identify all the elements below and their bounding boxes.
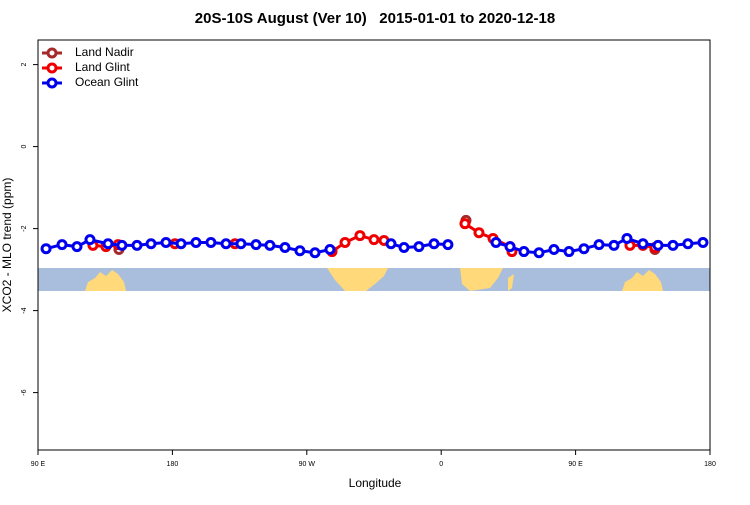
point: [428, 238, 440, 250]
point: [71, 241, 83, 253]
point: [518, 246, 530, 258]
point: [294, 245, 306, 257]
map-strip: [38, 268, 710, 291]
y-tick-label: 0: [21, 145, 28, 149]
point: [264, 239, 276, 251]
x-tick-label: 180: [167, 461, 179, 468]
x-tick-label: 90 E: [31, 461, 46, 468]
legend-label: Ocean Glint: [75, 75, 139, 89]
point: [563, 246, 575, 258]
x-axis-label: Longitude: [349, 476, 402, 490]
point: [368, 234, 380, 246]
point: [84, 234, 96, 246]
land: [85, 270, 126, 291]
plot-frame: [37, 39, 711, 451]
point: [116, 239, 128, 251]
point: [652, 239, 664, 251]
legend-marker: [46, 62, 58, 74]
y-tick-label: -4: [21, 307, 28, 313]
point: [667, 239, 679, 251]
point: [220, 238, 232, 250]
point: [190, 237, 202, 249]
point: [102, 238, 114, 250]
y-tick-label: 2: [21, 63, 28, 67]
legend-marker: [46, 77, 58, 89]
point: [398, 241, 410, 253]
point: [608, 239, 620, 251]
point: [621, 232, 633, 244]
y-tick-label: -6: [21, 389, 28, 395]
y-axis-label: XCO2 - MLO trend (ppm): [0, 178, 14, 313]
legend-label: Land Glint: [75, 60, 130, 74]
x-tick-label: 180: [704, 461, 716, 468]
point: [697, 237, 709, 249]
point: [682, 238, 694, 250]
point: [145, 238, 157, 250]
land: [327, 268, 388, 291]
point: [309, 247, 321, 259]
point: [175, 238, 187, 250]
point: [442, 239, 454, 251]
point: [473, 227, 485, 239]
y-tick-label: -2: [21, 225, 28, 231]
point: [279, 241, 291, 253]
point: [250, 239, 262, 251]
point: [504, 241, 516, 253]
point: [578, 243, 590, 255]
point: [354, 230, 366, 242]
point: [413, 241, 425, 253]
land: [622, 270, 663, 291]
point: [160, 237, 172, 249]
point: [459, 218, 471, 230]
x-tick-label: 0: [439, 461, 443, 468]
chart-title: 20S-10S August (Ver 10) 2015-01-01 to 20…: [195, 10, 555, 27]
point: [593, 239, 605, 251]
point: [235, 238, 247, 250]
point: [490, 237, 502, 249]
point: [40, 243, 52, 255]
point: [339, 237, 351, 249]
point: [324, 244, 336, 256]
legend-marker: [46, 47, 58, 59]
land: [460, 268, 514, 291]
point: [56, 239, 68, 251]
point: [637, 238, 649, 250]
point: [533, 247, 545, 259]
x-tick-label: 90 W: [299, 461, 316, 468]
point: [548, 244, 560, 256]
point: [385, 238, 397, 250]
legend-label: Land Nadir: [75, 45, 134, 59]
point: [131, 239, 143, 251]
x-tick-label: 90 E: [568, 461, 583, 468]
point: [205, 237, 217, 249]
